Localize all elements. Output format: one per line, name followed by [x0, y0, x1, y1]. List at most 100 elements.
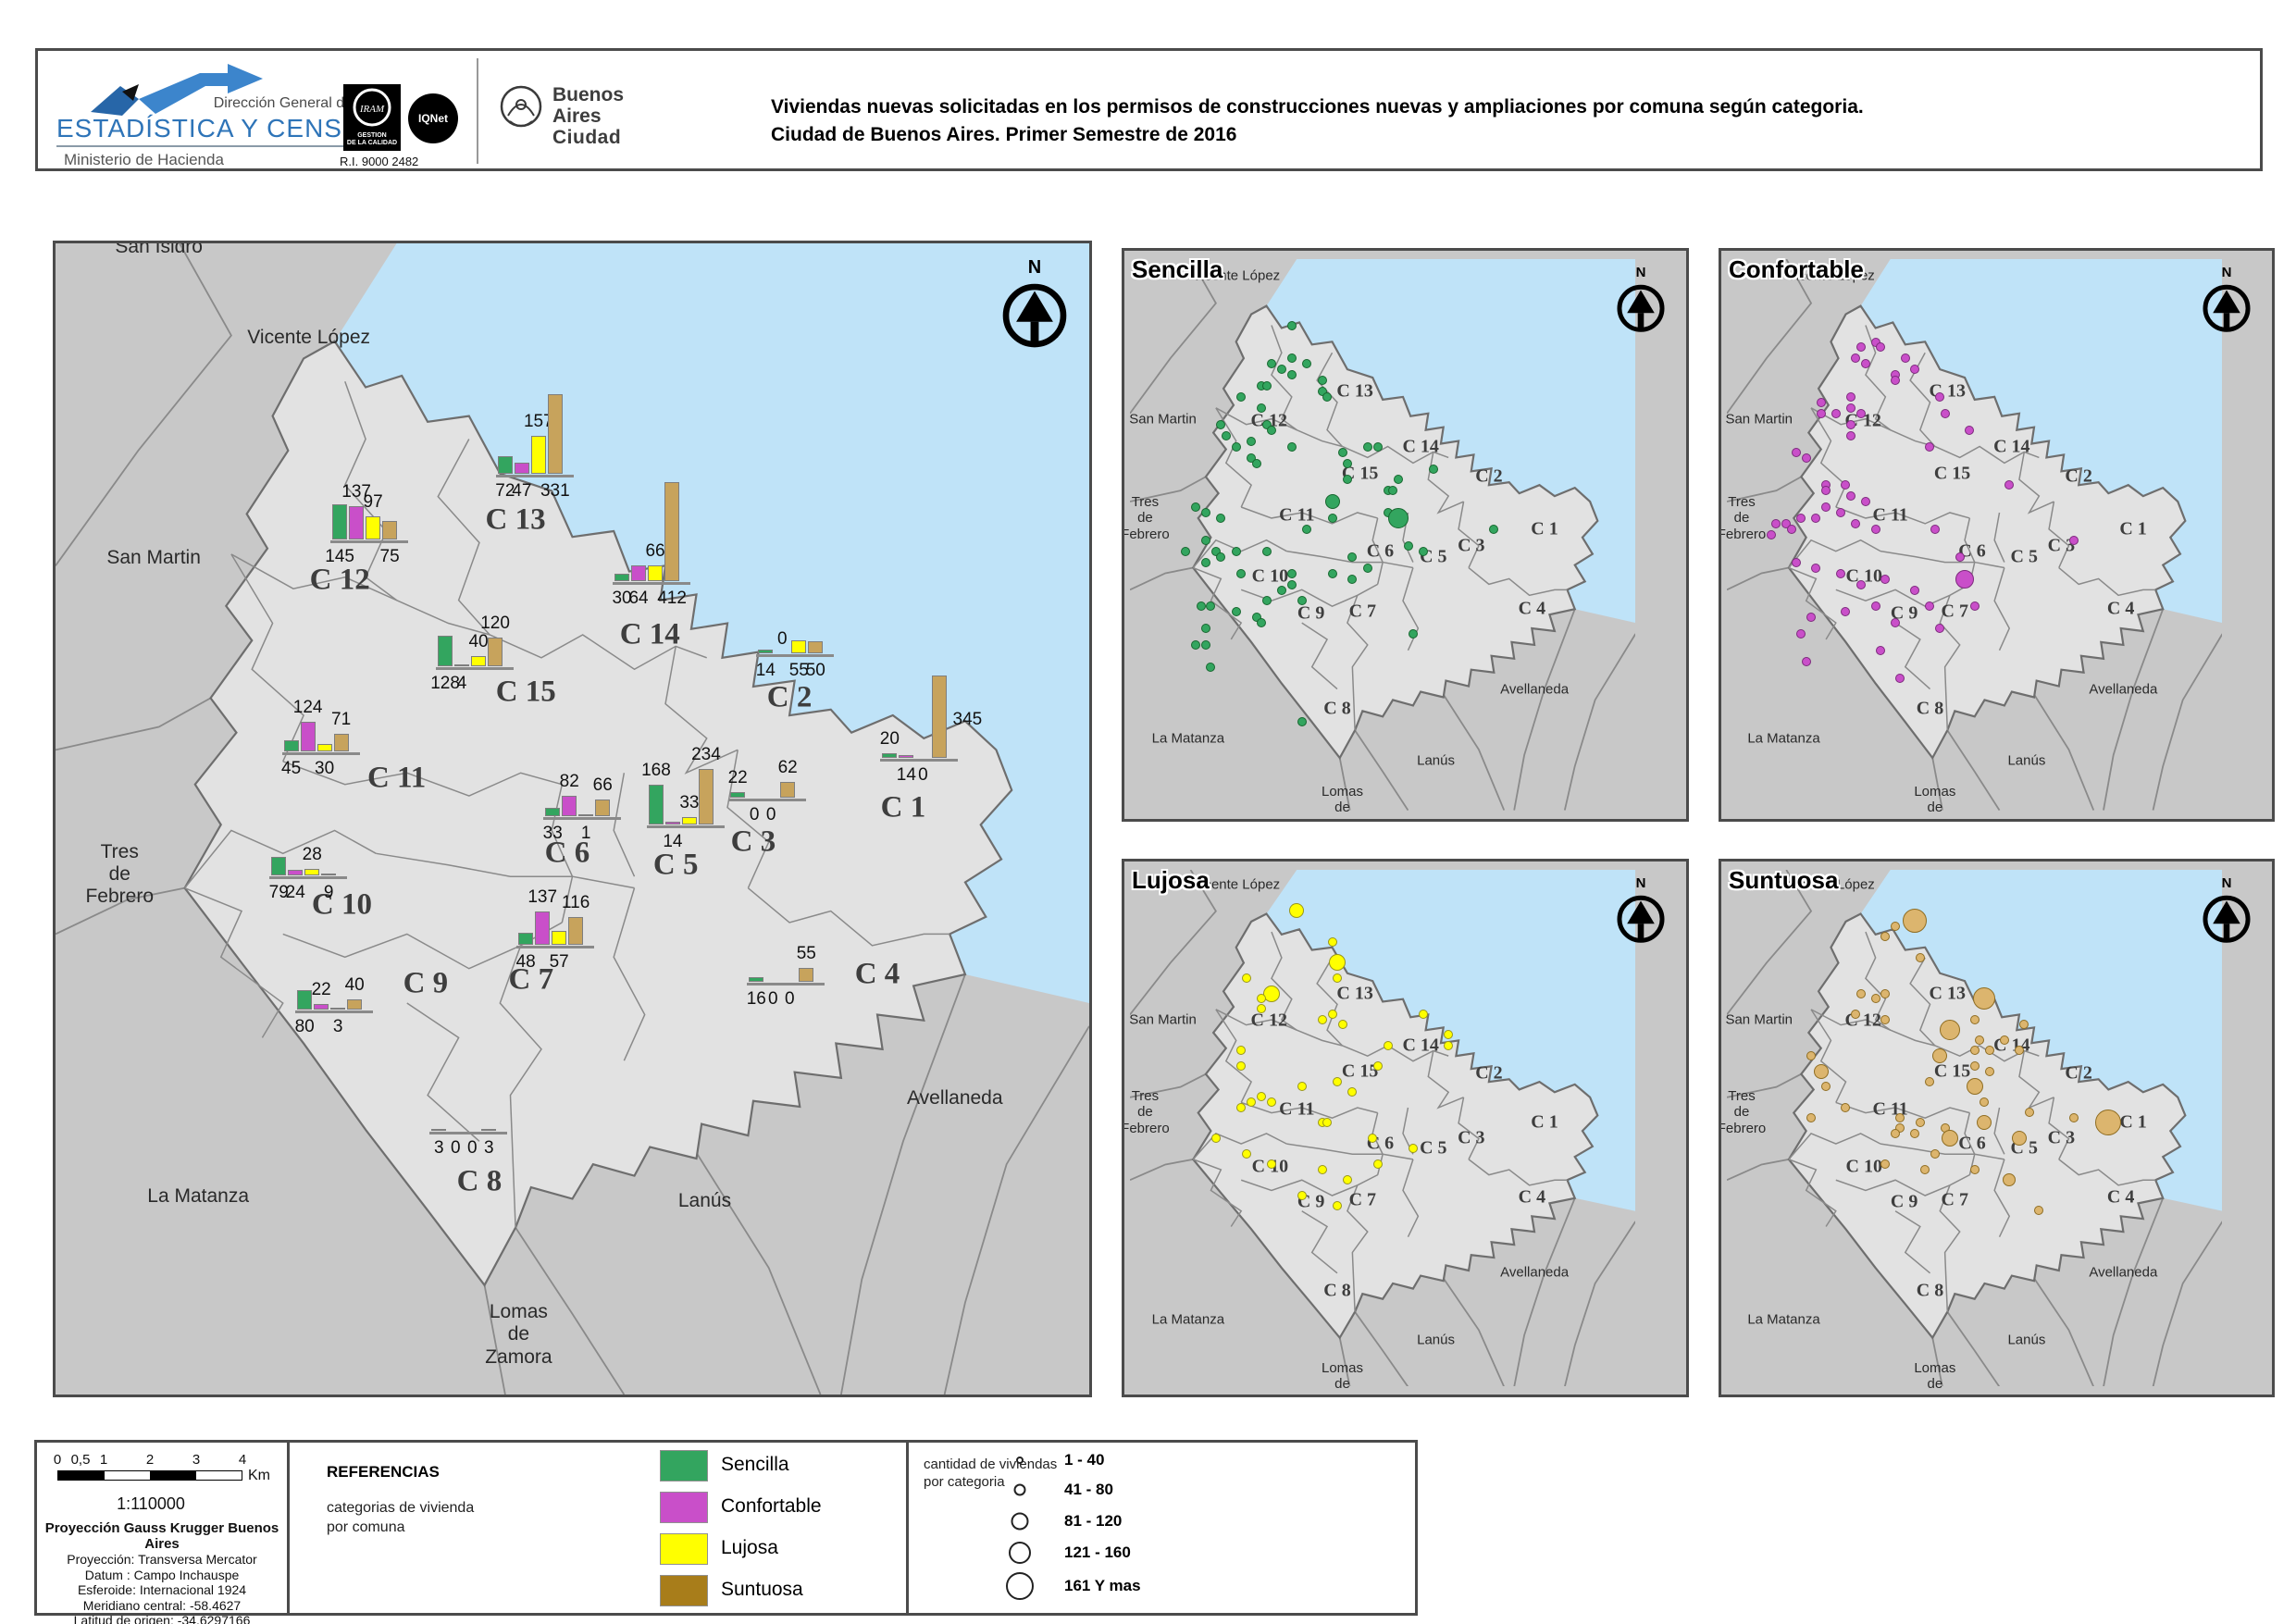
dot-lujosa	[1241, 1148, 1251, 1159]
dot-sencilla	[1216, 552, 1226, 562]
projection-line: Datum : Campo Inchauspe	[84, 1567, 240, 1582]
dot-sencilla	[1181, 546, 1191, 556]
dot-confortable	[1855, 579, 1866, 589]
bar-confortable	[454, 663, 470, 666]
commune-label-C10: C 10	[311, 887, 372, 922]
bar-value-lujosa: 28	[302, 844, 322, 864]
bar-lujosa	[530, 436, 546, 475]
bar-value-confortable: 0	[767, 988, 778, 1009]
commune-label-C13: C 13	[1929, 380, 1966, 402]
dot-suntuosa	[1925, 1076, 1935, 1086]
region-label-vicente-lópez: Vicente López	[247, 326, 371, 348]
scale-box: 0 0,5 1 2 3 4 Km 1:110000 Proyección Gauss Kr…	[34, 1440, 290, 1624]
dot-sencilla	[1327, 514, 1337, 524]
projection-title: Proyección Gauss Krugger Buenos Aires	[44, 1520, 279, 1552]
dot-sencilla	[1216, 419, 1226, 429]
dot-suntuosa	[1915, 1118, 1925, 1128]
projection-info: Proyección Gauss Krugger Buenos Aires Pr…	[37, 1520, 287, 1624]
commune-label-C14: C 14	[1402, 1035, 1439, 1056]
dot-suntuosa	[1891, 922, 1900, 932]
bar-value-confortable: 137	[527, 887, 558, 908]
dot-sencilla	[1201, 535, 1210, 545]
commune-label-C12: C 12	[309, 563, 370, 597]
bar-suntuosa	[481, 1129, 497, 1132]
bar-lujosa	[791, 639, 807, 654]
bar-sencilla	[749, 977, 764, 982]
dot-sencilla	[1191, 640, 1201, 651]
commune-label-C3: C 3	[2047, 535, 2076, 556]
dot-sencilla	[1324, 494, 1340, 510]
dot-sencilla	[1342, 458, 1352, 468]
dot-suntuosa	[1880, 988, 1891, 998]
dot-suntuosa	[2034, 1206, 2044, 1216]
dot-lujosa	[1263, 985, 1281, 1002]
dot-lujosa	[1333, 1076, 1343, 1086]
compass-icon	[2203, 284, 2251, 332]
commune-label-C5: C 5	[1420, 1137, 1447, 1159]
map-canvas-suntuosa: Vicente López San Martin Tres de Febrero La M…	[1721, 869, 2223, 1392]
bar-lujosa	[304, 868, 320, 876]
commune-label-C7: C 7	[1348, 601, 1377, 622]
dot-sencilla	[1347, 574, 1358, 584]
dot-sencilla	[1428, 464, 1438, 474]
commune-label-C1: C 1	[1531, 518, 1558, 539]
dot-confortable	[1845, 430, 1855, 440]
chart-baseline	[728, 798, 807, 801]
dot-suntuosa	[1903, 909, 1928, 934]
map-title-suntuosa: Suntuosa	[1729, 866, 1839, 894]
dot-confortable	[1845, 491, 1855, 502]
bar-value-confortable: 137	[341, 482, 371, 502]
dot-confortable	[1816, 408, 1826, 418]
dot-lujosa	[1418, 1010, 1428, 1020]
region-label-avellaneda: Avellaneda	[1500, 681, 1570, 698]
compass-icon	[1002, 283, 1067, 348]
region-label-avellaneda: Avellaneda	[1500, 1264, 1570, 1281]
dot-lujosa	[1317, 1014, 1327, 1024]
region-label-lanús: Lanús	[2007, 752, 2046, 769]
bar-value-confortable: 0	[777, 629, 788, 650]
dot-sencilla	[1286, 353, 1297, 364]
ba-logo-text: Buenos Aires Ciudad	[552, 84, 625, 148]
commune-label-C10: C 10	[1251, 565, 1289, 587]
map-panel-lujosa: Lujosa Vicente López San Martin Tres de Febr…	[1122, 859, 1689, 1397]
region-label-lomas: Lomas de	[1321, 783, 1364, 815]
dot-confortable	[1836, 508, 1846, 518]
dot-suntuosa	[1999, 1035, 2009, 1045]
dot-confortable	[1801, 452, 1811, 463]
region-label-lanús: Lanús	[1417, 752, 1455, 769]
dot-suntuosa	[2014, 1046, 2024, 1056]
dot-confortable	[1767, 529, 1777, 539]
bar-suntuosa	[547, 393, 563, 475]
legend-label-sencilla: Sencilla	[721, 1454, 789, 1475]
dot-suntuosa	[1973, 987, 1996, 1010]
dot-sencilla	[1206, 601, 1216, 612]
chart-baseline	[880, 759, 959, 762]
dot-lujosa	[1236, 1060, 1247, 1071]
bar-value-suntuosa: 71	[331, 710, 352, 730]
dot-confortable	[1965, 425, 1975, 435]
legend-row-confortable: Confortable	[660, 1492, 900, 1523]
dot-confortable	[1845, 419, 1855, 429]
bar-suntuosa	[932, 675, 948, 759]
commune-label-C7: C 7	[1941, 1189, 1968, 1210]
bar-suntuosa	[780, 782, 796, 798]
bar-value-lujosa: 0	[784, 988, 795, 1009]
dot-lujosa	[1267, 1097, 1277, 1108]
commune-label-C4: C 4	[1518, 1186, 1546, 1208]
dot-suntuosa	[1969, 1014, 1980, 1024]
dot-lujosa	[1333, 1200, 1343, 1210]
region-label-tres: Tres de Febrero	[1719, 1088, 1767, 1136]
bar-value-lujosa: 55	[788, 661, 809, 681]
commune-label-C8: C 8	[1323, 1280, 1351, 1301]
bar-value-lujosa: 40	[468, 632, 489, 652]
chart-baseline	[747, 982, 825, 986]
dot-sencilla	[1322, 392, 1333, 403]
dot-sencilla	[1206, 662, 1216, 672]
dot-lujosa	[1347, 1086, 1358, 1097]
bar-value-sencilla: 3	[434, 1138, 444, 1159]
dot-confortable	[1851, 519, 1861, 529]
region-label-san-martin: San Martin	[1725, 1011, 1793, 1028]
header-bar: Dirección General de ESTADÍSTICA Y CENSO…	[35, 48, 2263, 171]
bar-confortable	[899, 754, 914, 759]
map-canvas-confortable: Vicente López San Martin Tres de Febrero La M…	[1721, 259, 2223, 815]
